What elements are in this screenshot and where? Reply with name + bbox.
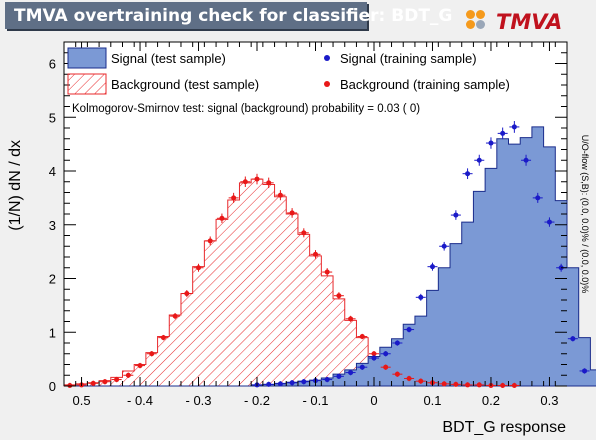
background-train-point bbox=[476, 382, 482, 388]
background-train-point bbox=[172, 313, 178, 319]
x-tick-label: 0.5 bbox=[73, 393, 91, 408]
signal-train-point bbox=[348, 370, 354, 376]
signal-train-point bbox=[301, 379, 307, 385]
tmva-logo: TMVA bbox=[466, 8, 572, 38]
x-tick-label: 0.2 bbox=[482, 393, 500, 408]
background-train-point bbox=[231, 195, 237, 201]
background-train-point bbox=[453, 381, 459, 387]
background-train-point bbox=[406, 375, 412, 381]
signal-train-point bbox=[418, 294, 424, 300]
signal-train-point bbox=[324, 377, 330, 383]
signal-train-point bbox=[582, 368, 588, 374]
background-train-point bbox=[511, 382, 517, 388]
background-train-point bbox=[196, 265, 202, 271]
signal-train-point bbox=[394, 340, 400, 346]
signal-train-point bbox=[383, 351, 389, 357]
background-train-point bbox=[67, 382, 73, 388]
background-train-point bbox=[441, 381, 447, 387]
y-tick-label: 1 bbox=[49, 325, 56, 340]
signal-train-point bbox=[511, 124, 517, 130]
x-axis-title: BDT_G response bbox=[442, 419, 566, 436]
background-train-point bbox=[254, 176, 260, 182]
background-train-point bbox=[348, 316, 354, 322]
background-train-point bbox=[149, 351, 155, 357]
signal-train-point bbox=[266, 381, 272, 387]
background-train-point bbox=[418, 378, 424, 384]
signal-train-point bbox=[336, 373, 342, 379]
title-box: TMVA overtraining check for classifier: … bbox=[5, 2, 452, 29]
logo-dots-icon bbox=[466, 10, 490, 36]
signal-train-point bbox=[488, 140, 494, 146]
x-tick-label: 0.1 bbox=[423, 393, 441, 408]
signal-train-point bbox=[453, 212, 459, 218]
background-train-point bbox=[184, 291, 190, 297]
ks-test-text: Kolmogorov-Smirnov test: signal (backgro… bbox=[72, 103, 420, 115]
chart-title: TMVA overtraining check for classifier: … bbox=[14, 6, 453, 26]
y-tick-label: 6 bbox=[49, 57, 56, 72]
signal-train-point bbox=[570, 336, 576, 342]
legend-signal-train-marker bbox=[324, 55, 330, 61]
y-tick-label: 0 bbox=[49, 379, 56, 394]
signal-train-point bbox=[523, 157, 529, 163]
background-train-point bbox=[324, 269, 330, 275]
background-train-point bbox=[219, 215, 225, 221]
background-train-point bbox=[102, 379, 108, 385]
legend-signal-test: Signal (test sample) bbox=[111, 51, 226, 66]
signal-train-point bbox=[429, 264, 435, 270]
signal-train-point bbox=[289, 380, 295, 386]
signal-train-point bbox=[406, 327, 412, 333]
signal-train-point bbox=[371, 355, 377, 361]
y-tick-label: 5 bbox=[49, 110, 56, 125]
signal-train-point bbox=[535, 195, 541, 201]
x-tick-label: - 0.1 bbox=[302, 393, 328, 408]
legend-background-test-swatch bbox=[67, 73, 107, 95]
background-train-point bbox=[465, 382, 471, 388]
overflow-text: U/O-flow (S,B): (0.0, 0.0)% / (0.0, 0.0)… bbox=[580, 135, 590, 294]
background-train-point bbox=[266, 180, 272, 186]
background-train-point bbox=[383, 364, 389, 370]
logo-text: TMVA bbox=[496, 10, 563, 34]
signal-train-point bbox=[500, 130, 506, 136]
background-train-point bbox=[313, 251, 318, 257]
background-train-point bbox=[114, 377, 120, 383]
legend-background-train: Background (training sample) bbox=[340, 77, 510, 92]
background-train-point bbox=[125, 372, 131, 378]
background-train-point bbox=[371, 351, 377, 357]
background-train-point bbox=[137, 363, 143, 369]
background-train-point bbox=[160, 335, 166, 341]
x-tick-label: 0.3 bbox=[540, 393, 558, 408]
background-train-point bbox=[359, 334, 365, 340]
x-tick-label: 0 bbox=[370, 393, 377, 408]
signal-train-point bbox=[441, 243, 447, 249]
signal-train-point bbox=[546, 219, 552, 225]
signal-train-point bbox=[465, 171, 471, 177]
signal-train-point bbox=[359, 364, 365, 370]
background-train-point bbox=[336, 293, 342, 299]
x-tick-label: - 0.4 bbox=[127, 393, 153, 408]
y-tick-label: 2 bbox=[49, 272, 56, 287]
background-train-point bbox=[90, 380, 96, 386]
x-tick-label: - 0.3 bbox=[186, 393, 212, 408]
y-tick-label: 3 bbox=[49, 218, 56, 233]
background-train-point bbox=[301, 230, 307, 236]
signal-train-point bbox=[277, 381, 283, 387]
x-tick-label: - 0.2 bbox=[244, 393, 270, 408]
background-train-point bbox=[207, 238, 213, 244]
background-train-point bbox=[394, 371, 400, 377]
y-tick-label: 4 bbox=[49, 164, 56, 179]
background-train-point bbox=[500, 382, 506, 388]
legend-background-train-marker bbox=[324, 81, 330, 87]
signal-train-point bbox=[476, 157, 482, 163]
legend-background-test: Background (test sample) bbox=[111, 77, 259, 92]
axes: 0.5 - 0.4 - 0.3 - 0.2 - 0.1 0 0.1 0.2 0.3 0 1 2 3 4 5 6 bbox=[49, 42, 567, 408]
legend: Signal (test sample) Background (test sa… bbox=[67, 47, 510, 95]
background-train-point bbox=[289, 210, 295, 216]
background-train-point bbox=[242, 179, 248, 185]
legend-signal-test-swatch bbox=[67, 47, 107, 69]
y-axis-title: (1/N) dN / dx bbox=[7, 140, 24, 231]
background-train-point bbox=[277, 192, 283, 198]
legend-signal-train: Signal (training sample) bbox=[340, 51, 477, 66]
